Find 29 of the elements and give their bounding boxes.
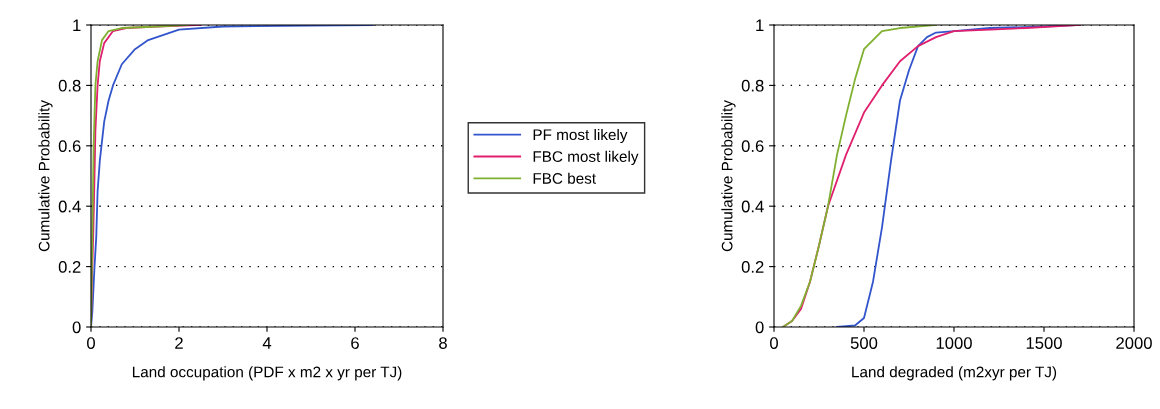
x-tick-label: 1000 <box>936 337 972 349</box>
y-tick-label: 1 <box>756 19 764 32</box>
y-tick-label: 0.2 <box>58 261 81 273</box>
y-axis-title: Cumulative Probability <box>38 100 53 252</box>
y-tick-label: 0.8 <box>58 79 81 92</box>
legend-label: PF most likely <box>533 128 628 144</box>
x-tick-label: 2 <box>175 337 183 349</box>
x-tick-label: 6 <box>351 337 359 349</box>
x-tick-label: 8 <box>439 337 447 349</box>
y-tick-label: 1 <box>73 19 81 32</box>
y-tick-label: 0.4 <box>58 200 81 213</box>
y-tick-label: 0.6 <box>741 140 764 152</box>
legend-label: FBC most likely <box>533 150 639 165</box>
x-tick-label: 0 <box>770 337 778 349</box>
x-tick-label: 0 <box>87 337 95 349</box>
y-axis-title: Cumulative Probability <box>721 100 736 252</box>
legend-label: FBC best <box>533 172 596 184</box>
y-tick-label: 0 <box>72 321 81 334</box>
y-tick-label: 0.8 <box>741 79 764 92</box>
y-tick-label: 0 <box>755 321 764 334</box>
x-axis-title: Land degraded (m2xyr per TJ) <box>852 366 1057 381</box>
x-tick-label: 2000 <box>1116 337 1152 349</box>
x-tick-label: 4 <box>262 337 272 349</box>
x-axis-title: Land occupation (PDF x m2 x yr per TJ) <box>132 366 402 381</box>
y-tick-label: 0.4 <box>741 200 764 213</box>
y-tick-label: 0.2 <box>741 261 764 273</box>
x-tick-label: 500 <box>850 337 878 349</box>
x-tick-label: 1500 <box>1026 337 1062 349</box>
y-tick-label: 0.6 <box>58 140 81 152</box>
